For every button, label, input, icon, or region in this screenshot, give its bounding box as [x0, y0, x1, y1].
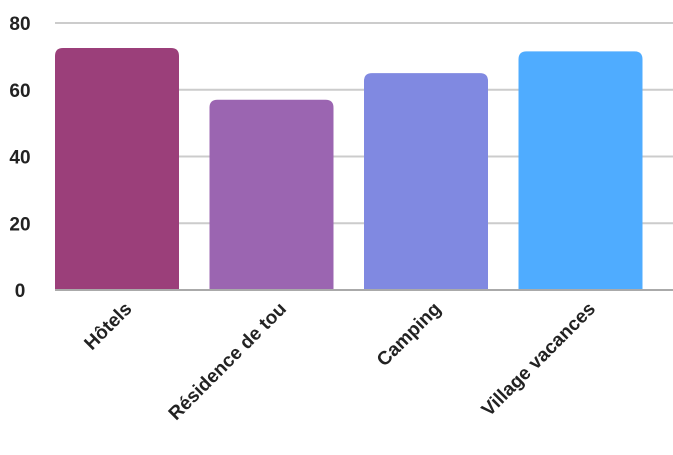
y-tick-label-40: 40 — [9, 148, 30, 169]
y-tick-label-60: 60 — [9, 81, 30, 102]
x-tick-label-résidence-de-tou: Résidence de tou — [165, 299, 291, 425]
y-tick-label-0: 0 — [15, 281, 26, 302]
y-tick-label-20: 20 — [9, 214, 30, 235]
bar-camping — [364, 73, 488, 290]
bar-village-vacances — [518, 51, 643, 291]
x-tick-label-hôtels: Hôtels — [81, 299, 137, 355]
bars — [55, 48, 643, 291]
y-tick-label-80: 80 — [9, 14, 30, 35]
bar-hôtels — [55, 48, 179, 290]
bar-résidence-de-tou — [209, 99, 334, 290]
x-axis-category-labels: Hôtels Résidence de tou Camping Village vac… — [81, 299, 600, 425]
x-tick-label-camping: Camping — [373, 299, 445, 371]
y-axis-tick-labels: 0 20 40 60 80 — [9, 14, 30, 302]
x-tick-label-village-vacances: Village vacances — [478, 299, 600, 421]
